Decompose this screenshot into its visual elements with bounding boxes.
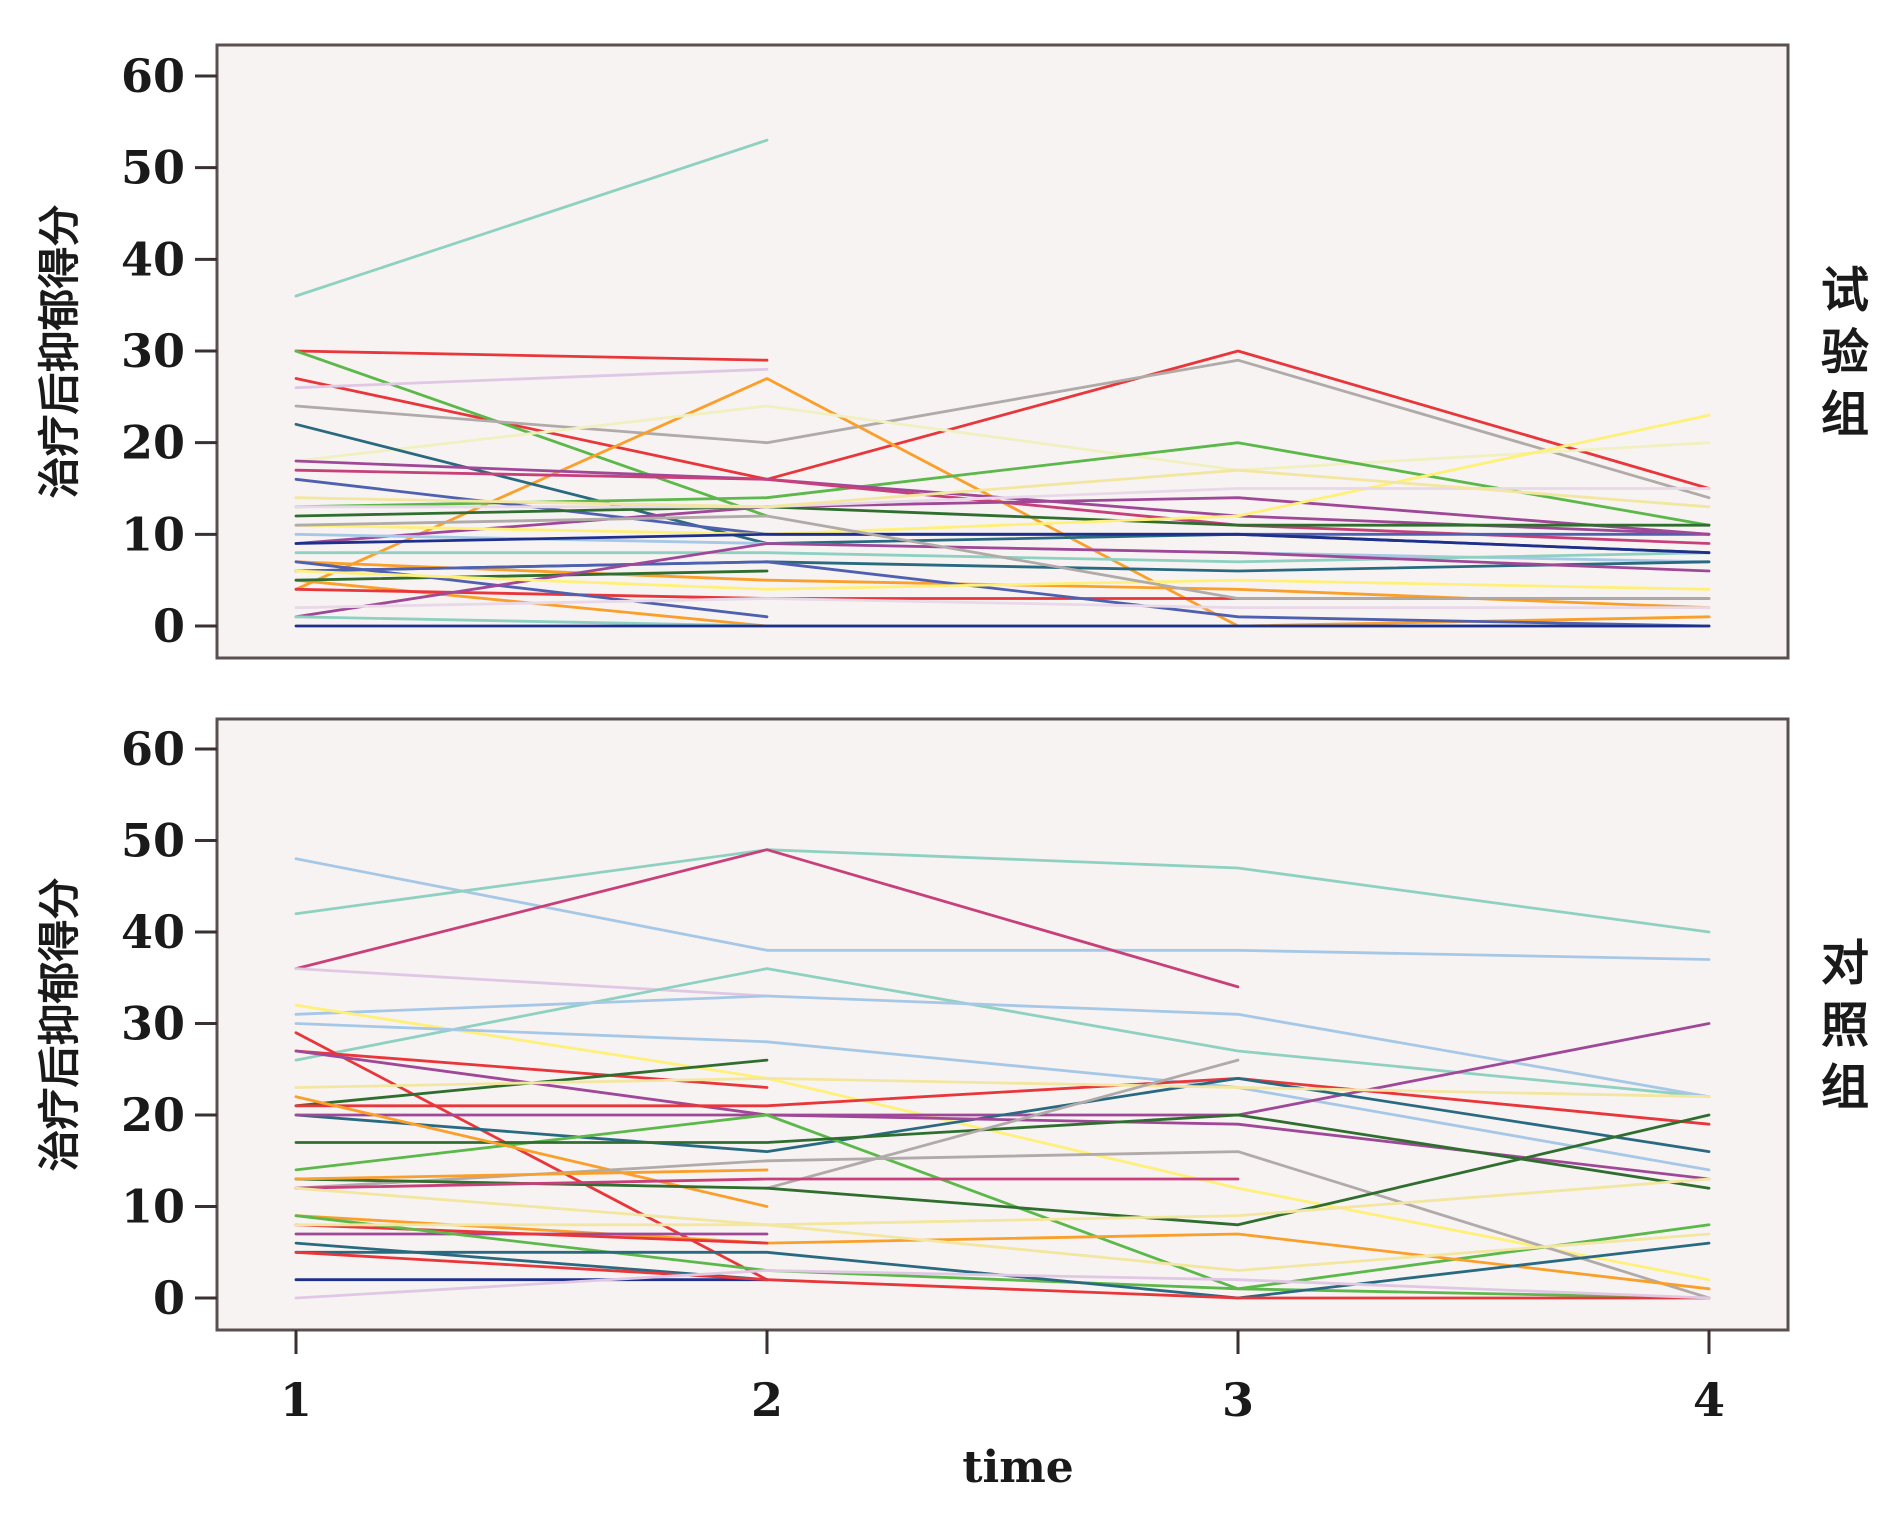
series-line [294, 1177, 1711, 1227]
panel-experimental-group: 0 10 20 30 40 50 60 治疗后抑郁得分 试验组 [35, 43, 1869, 660]
series-line [294, 1241, 769, 1282]
series-line [294, 1095, 769, 1208]
panel-strip-label: 试验组 [1821, 263, 1869, 443]
series-line [294, 505, 1711, 527]
series-line [294, 1223, 769, 1245]
series-line [294, 597, 1711, 610]
y-tick-label: 30 [121, 997, 185, 1051]
x-axis-label: time [962, 1442, 1074, 1493]
series-group [294, 848, 1711, 1300]
series-line [294, 468, 1711, 509]
x-tick-label: 1 [280, 1373, 312, 1427]
series-line [294, 1113, 1711, 1190]
series-line [294, 1022, 1711, 1172]
y-tick-label: 10 [121, 1180, 185, 1234]
series-line [294, 560, 1711, 628]
series-line [294, 1168, 769, 1181]
y-tick-label: 10 [121, 507, 185, 561]
x-tick-label: 4 [1693, 1373, 1725, 1427]
series-line [294, 1077, 1711, 1153]
series-line [294, 367, 769, 390]
x-tick-label: 2 [751, 1373, 783, 1427]
series-line [294, 1250, 1711, 1300]
series-line [294, 1223, 1711, 1272]
y-axis-label: 治疗后抑郁得分 [35, 877, 84, 1171]
series-line [294, 138, 769, 298]
panel-control-group: 0 10 20 30 40 50 60 治疗后抑郁得分 对照组 [35, 717, 1869, 1332]
series-line [294, 967, 1711, 1099]
y-tick-label: 60 [121, 722, 185, 776]
series-line [294, 532, 1711, 555]
y-tick-label: 40 [121, 905, 185, 959]
series-line [294, 994, 1711, 1099]
series-line [294, 1077, 1711, 1126]
y-tick-label: 0 [153, 1271, 185, 1325]
y-tick-label: 20 [121, 416, 185, 470]
series-line [294, 1003, 1711, 1282]
series-line [294, 857, 1711, 961]
y-tick-label: 60 [121, 49, 185, 103]
y-tick-label: 30 [121, 324, 185, 378]
x-axis: 1 2 3 4 [280, 1330, 1725, 1427]
x-tick-label: 3 [1222, 1373, 1254, 1427]
series-line [294, 496, 1711, 545]
series-line [294, 1214, 1711, 1291]
series-line [294, 848, 1240, 989]
series-line [294, 413, 1711, 536]
series-line [294, 1077, 1711, 1099]
series-line [294, 569, 1711, 591]
series-line [294, 358, 1711, 500]
series-line [294, 569, 769, 582]
y-tick-label: 0 [153, 599, 185, 653]
panel-strip-label: 对照组 [1821, 936, 1869, 1116]
series-line [294, 349, 1711, 490]
y-tick-label: 40 [121, 232, 185, 286]
series-line [294, 1214, 1711, 1300]
series-line [294, 1269, 1711, 1300]
series-line [294, 349, 769, 362]
y-axis-label: 治疗后抑郁得分 [35, 204, 84, 498]
y-tick-label: 50 [121, 141, 185, 195]
series-line [294, 514, 1711, 600]
series-line [294, 1177, 1240, 1190]
y-tick-label: 50 [121, 814, 185, 868]
series-line [294, 967, 769, 998]
y-tick-label: 20 [121, 1088, 185, 1142]
series-line [294, 1049, 769, 1089]
series-line [294, 848, 1711, 934]
series-line [294, 560, 769, 619]
series-line [294, 404, 1711, 472]
series-group [294, 138, 1711, 628]
